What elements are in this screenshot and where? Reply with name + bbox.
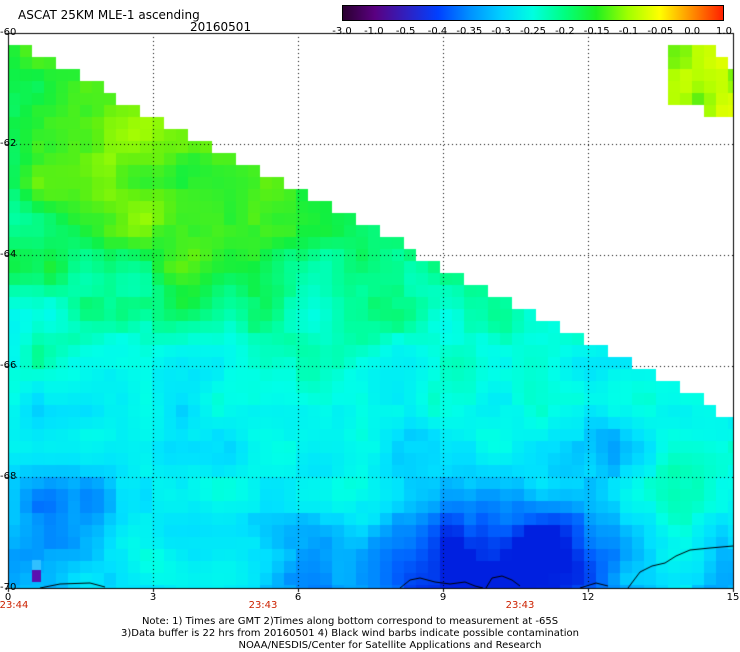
y-axis-label: -70 [0,582,17,593]
x-axis-label: 3 [149,592,157,603]
colorbar-label: -0.5 [395,26,416,37]
y-axis-label: -68 [0,471,17,482]
colorbar-label: -0.35 [456,26,483,37]
x-axis-label: 15 [726,592,740,603]
x-axis-label: 12 [581,592,595,603]
colorbar-label: -0.2 [555,26,575,37]
colorbar-label: 1.0 [716,26,732,37]
colorbar-label: -0.1 [618,26,639,37]
colorbar-label: -1.0 [364,26,384,37]
y-axis-label: -62 [0,138,17,149]
note-line-2: 3)Data buffer is 22 hrs from 20160501 4)… [121,628,579,639]
note-line-3: NOAA/NESDIS/Center for Satellite Applica… [238,640,542,651]
colorbar-label: -0.15 [583,26,610,37]
time-label: 23:44 [0,600,29,611]
colorbar-label: -0.25 [520,26,546,37]
x-axis-label: 6 [294,592,302,603]
colorbar-label: -3.0 [332,26,352,37]
map-date: 20160501 [190,20,252,34]
colorbar-labels: -3.0 -1.0 -0.5 -0.4 -0.35 -0.3 -0.25 -0.2 -0.15-… [332,26,732,38]
y-axis-label: -64 [0,249,17,260]
colorbar-label: 0.0 [684,26,701,37]
time-label: 23:43 [505,600,535,611]
colorbar-label: -0.05 [647,26,674,37]
time-label: 23:43 [248,600,278,611]
colorbar-label: -0.4 [427,26,448,37]
x-axis-label: 9 [439,592,447,603]
colorbar-label: -0.3 [491,26,511,37]
colorbar [342,5,724,21]
x-axis-label: 0 [4,592,12,603]
note-line-1: Note: 1) Times are GMT 2)Times along bot… [141,616,559,627]
y-axis-label: -66 [0,360,17,371]
y-axis-label: -60 [0,27,17,38]
map-title: ASCAT 25KM MLE-1 ascending [18,8,200,22]
